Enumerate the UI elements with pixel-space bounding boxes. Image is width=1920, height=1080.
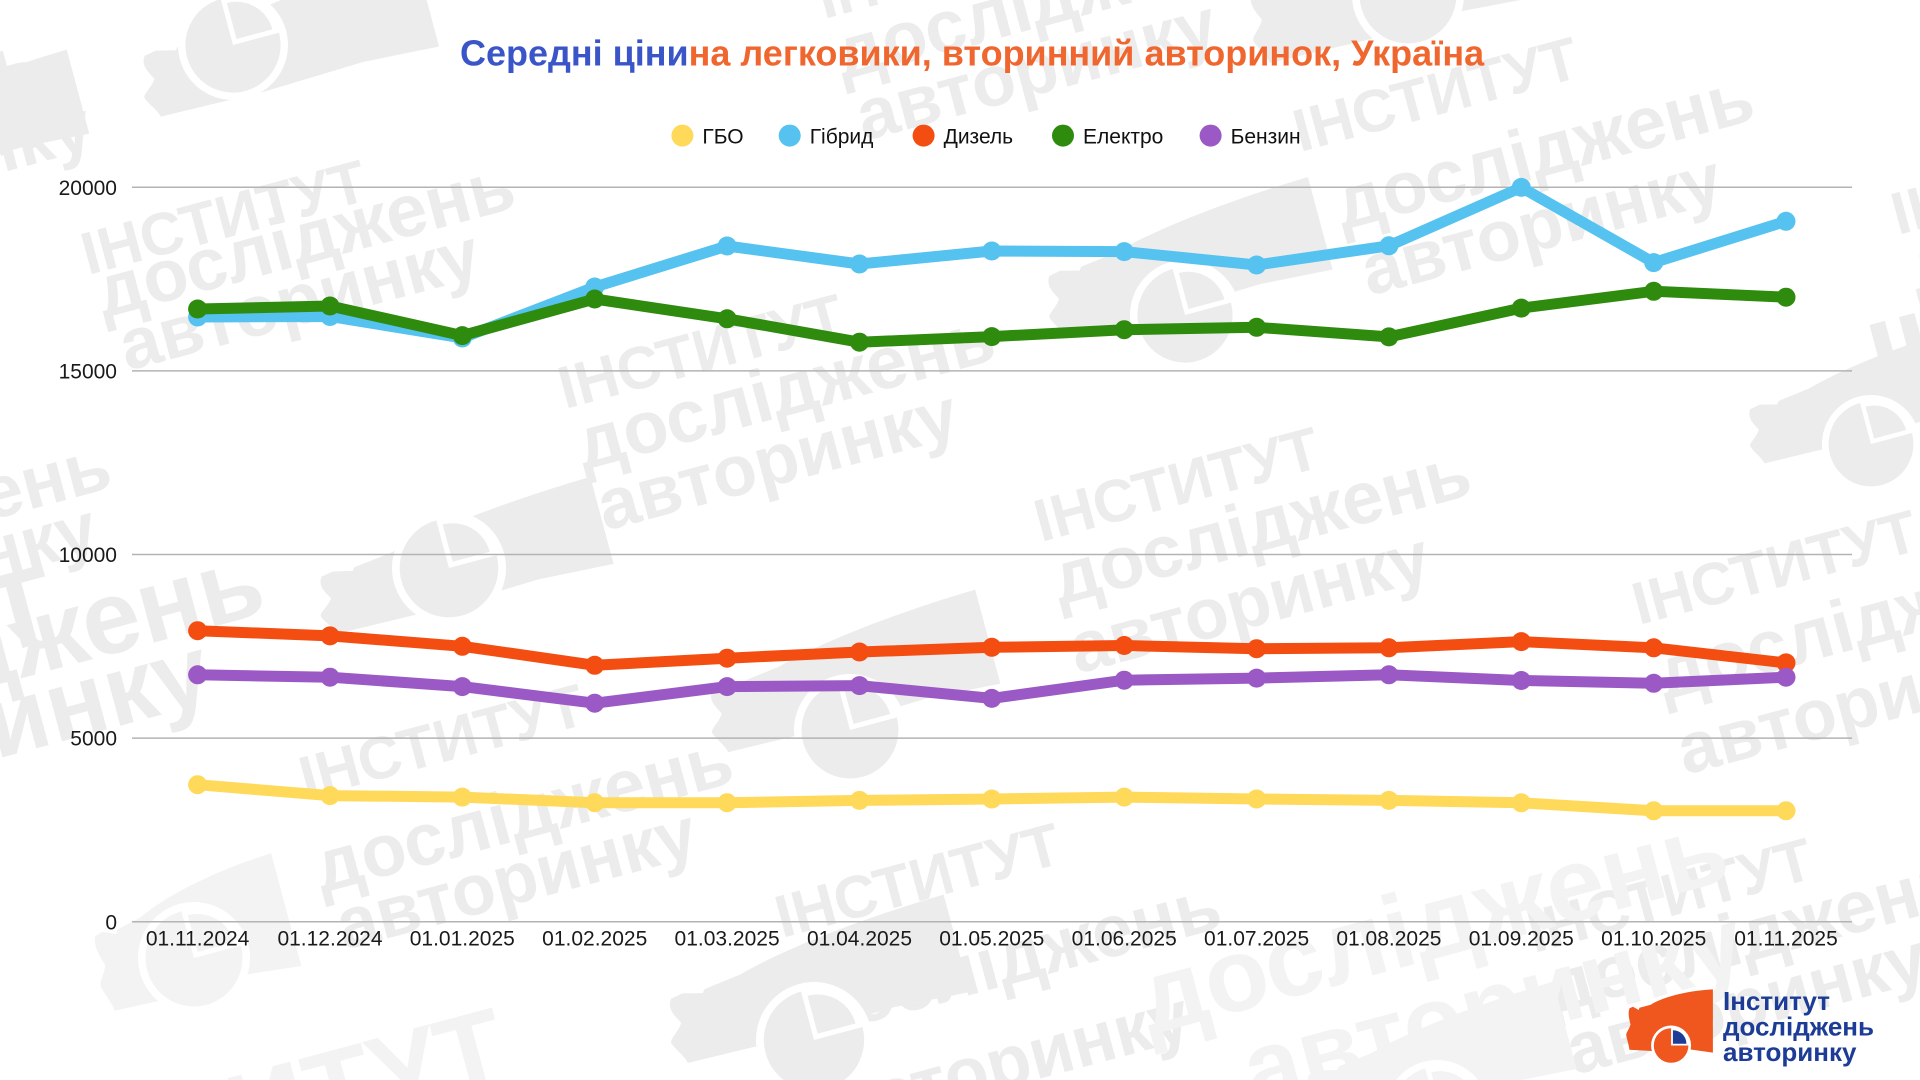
svg-text:01.09.2025: 01.09.2025	[1469, 928, 1574, 951]
svg-text:10000: 10000	[59, 544, 117, 567]
svg-text:Дизель: Дизель	[944, 125, 1014, 148]
svg-text:Інститут: Інститут	[1723, 986, 1830, 1016]
svg-text:5000: 5000	[70, 728, 117, 751]
svg-text:01.01.2025: 01.01.2025	[410, 928, 515, 951]
svg-text:Бензин: Бензин	[1231, 125, 1301, 148]
svg-text:01.11.2025: 01.11.2025	[1734, 928, 1838, 951]
svg-text:01.05.2025: 01.05.2025	[939, 928, 1044, 951]
svg-text:01.08.2025: 01.08.2025	[1336, 928, 1441, 951]
svg-text:досліджень: досліджень	[1723, 1012, 1874, 1042]
svg-text:01.07.2025: 01.07.2025	[1204, 928, 1309, 951]
svg-text:Електро: Електро	[1083, 125, 1163, 148]
svg-text:01.10.2025: 01.10.2025	[1601, 928, 1706, 951]
svg-text:ГБО: ГБО	[702, 125, 743, 148]
svg-text:Середні цінина легковики, втор: Середні цінина легковики, вторинний авто…	[460, 33, 1485, 74]
svg-text:01.12.2024: 01.12.2024	[277, 928, 382, 951]
svg-text:01.06.2025: 01.06.2025	[1072, 928, 1177, 951]
svg-text:15000: 15000	[59, 361, 117, 384]
svg-text:20000: 20000	[59, 177, 117, 200]
svg-text:0: 0	[105, 911, 117, 934]
svg-text:Гібрид: Гібрид	[810, 125, 874, 148]
svg-text:01.11.2024: 01.11.2024	[146, 928, 250, 951]
svg-text:01.04.2025: 01.04.2025	[807, 928, 912, 951]
svg-text:01.02.2025: 01.02.2025	[542, 928, 647, 951]
svg-text:01.03.2025: 01.03.2025	[675, 928, 780, 951]
svg-text:авторинку: авторинку	[1723, 1037, 1857, 1067]
